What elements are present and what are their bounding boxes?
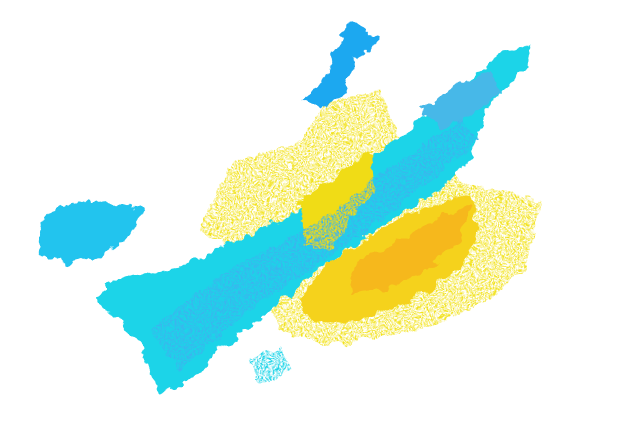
cyan-speckle (150, 120, 480, 385)
orange-core (350, 205, 470, 295)
